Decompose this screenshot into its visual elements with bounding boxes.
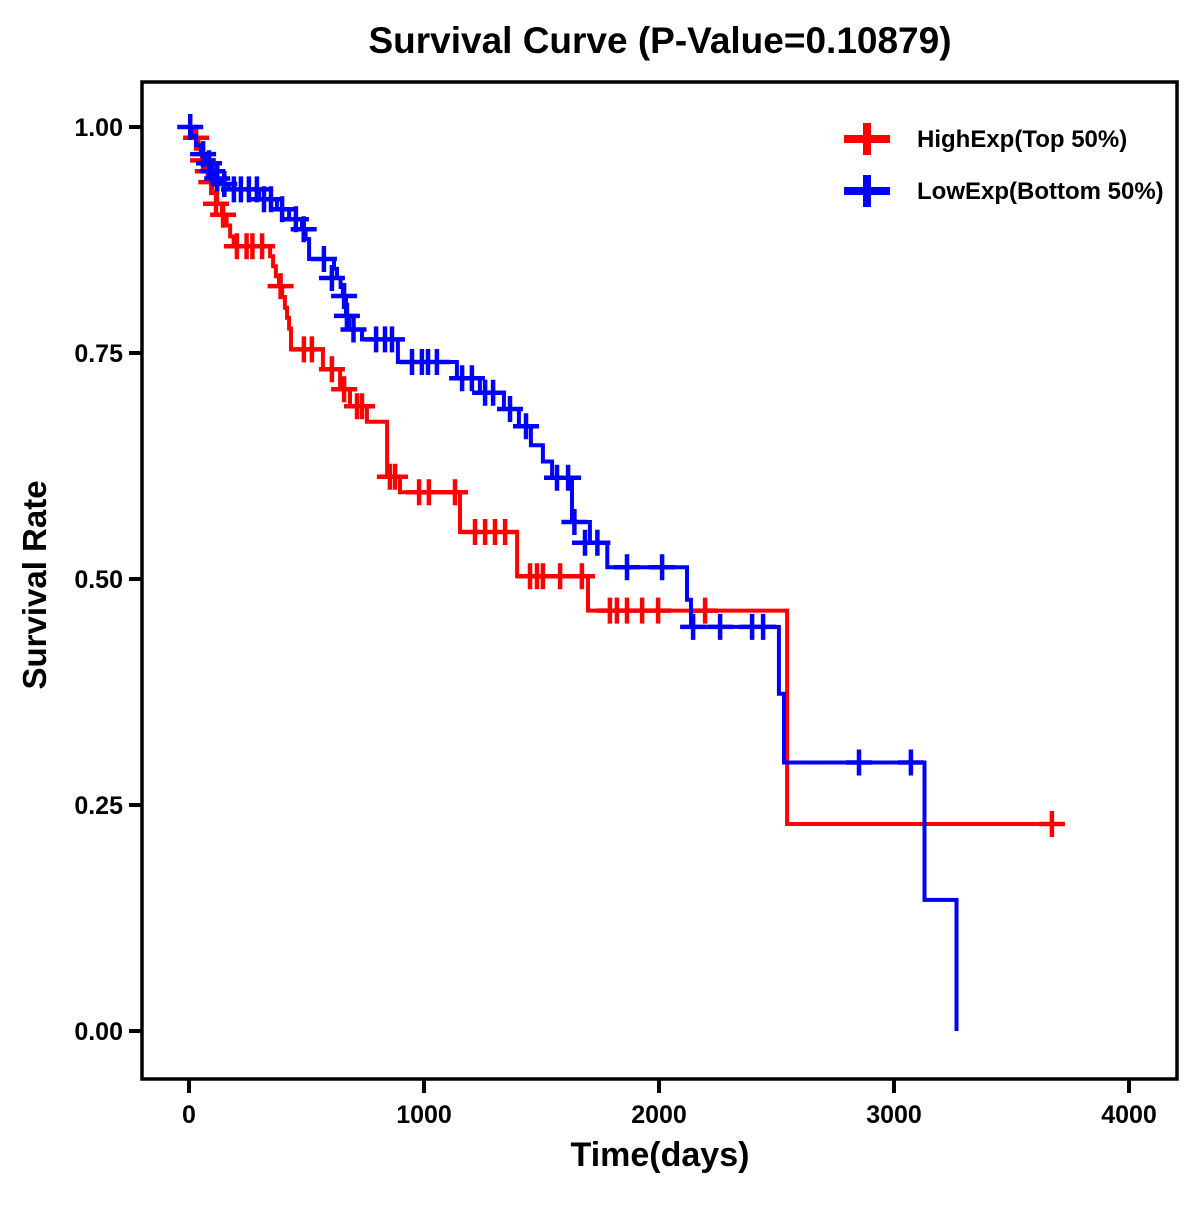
y-axis-title: Survival Rate	[16, 480, 53, 689]
plot-panel-border	[140, 80, 1179, 1081]
survival-curves-layer	[177, 114, 1065, 1031]
y-axis-tick-labels: 1.00 0.75 0.50 0.25 0.00	[74, 114, 123, 1046]
legend-label-highexp: HighExp(Top 50%)	[917, 126, 1127, 153]
y-axis-ticks	[129, 125, 142, 1033]
y-tick-label-0.25: 0.25	[74, 792, 123, 820]
plus-icon	[844, 123, 890, 155]
legend-item-highexp: HighExp(Top 50%)	[844, 123, 1127, 155]
x-axis-tick-labels: 0 1000 2000 3000 4000	[182, 1101, 1157, 1129]
y-tick-label-0.50: 0.50	[74, 566, 123, 594]
chart-title: Survival Curve (P-Value=0.10879)	[368, 20, 951, 61]
x-tick-label-1000: 1000	[396, 1101, 452, 1129]
y-tick-label-0.00: 0.00	[74, 1018, 123, 1046]
x-tick-label-0: 0	[182, 1101, 196, 1129]
x-axis-title: Time(days)	[571, 1136, 750, 1174]
plus-icon	[844, 175, 890, 207]
lowexp-bottom-50-censor-marks	[177, 114, 924, 776]
legend-label-lowexp: LowExp(Bottom 50%)	[917, 178, 1164, 205]
legend-item-lowexp: LowExp(Bottom 50%)	[844, 175, 1164, 207]
y-tick-label-0.75: 0.75	[74, 340, 123, 368]
x-axis-ticks	[187, 1079, 1131, 1093]
y-tick-label-1.00: 1.00	[74, 114, 123, 142]
x-tick-label-4000: 4000	[1101, 1101, 1157, 1129]
x-tick-label-3000: 3000	[866, 1101, 922, 1129]
x-tick-label-2000: 2000	[631, 1101, 687, 1129]
legend: HighExp(Top 50%) LowExp(Bottom 50%)	[844, 123, 1164, 207]
